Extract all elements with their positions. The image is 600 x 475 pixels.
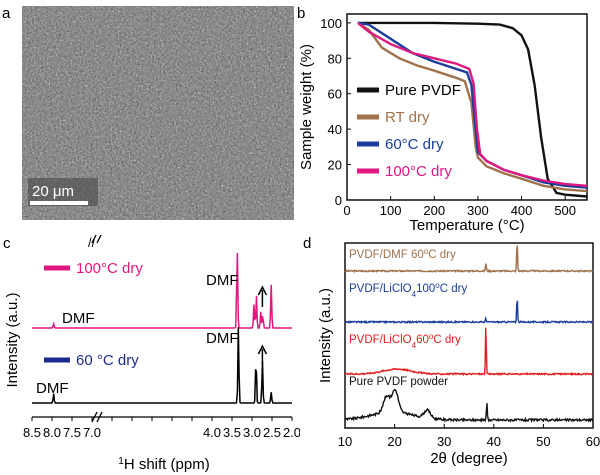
series-line-0 — [357, 21, 588, 198]
x-tick-label: 50 — [536, 434, 550, 449]
x-tick-label: 3.5 — [223, 425, 241, 440]
x-tick-label: 4.0 — [203, 425, 221, 440]
arrow-head — [257, 344, 268, 355]
series-label-1: PVDF/LiClO4100oC dry — [349, 281, 467, 299]
axis-break-mark: // — [88, 235, 96, 250]
x-tick-label: 400 — [511, 203, 533, 218]
x-tick-label: 2.0 — [283, 425, 300, 440]
plot-frame — [346, 13, 588, 201]
panel-a: a 20 μm — [0, 0, 295, 225]
panel-letter-d: d — [303, 235, 311, 252]
series-label-3: Pure PVDF powder — [349, 376, 448, 388]
legend-label-0: 100°C dry — [76, 260, 143, 277]
scale-bar-label: 20 μm — [32, 183, 74, 200]
y-tick-label: 40 — [328, 122, 342, 137]
y-tick-label: 60 — [328, 87, 342, 102]
nmr-chart: c Intensity (a.u.) 1H shift (ppm) 8.5 8.0… — [3, 235, 300, 474]
x-axis-label: Temperature (°C) — [409, 217, 524, 234]
x-tick-label: 200 — [423, 203, 445, 218]
xrd-line-3 — [344, 388, 594, 424]
dmf-label: DMF — [36, 380, 69, 397]
y-axis-label: Sample weight (%) — [298, 44, 315, 170]
axis-break-mark — [96, 235, 102, 244]
x-tick-label: 7.0 — [83, 425, 101, 440]
x-tick-label: 20 — [387, 434, 401, 449]
series-line-3 — [357, 21, 588, 187]
x-tick-label: 500 — [554, 203, 576, 218]
legend-label-3: 100°C dry — [385, 163, 452, 180]
axis-break-mark — [91, 235, 97, 244]
x-tick-label: 40 — [487, 434, 501, 449]
xrd-chart: d Intensity (a.u.) 2θ (degree) 10 20 30 40 5… — [303, 235, 600, 467]
x-tick-label: 30 — [437, 434, 451, 449]
series-label-2: PVDF/LiClO460oC dry — [349, 332, 461, 350]
x-axis-label: 1H shift (ppm) — [118, 456, 209, 474]
arrow-head — [257, 285, 268, 296]
series-label-0: PVDF/DMF 60oC dry — [349, 247, 456, 262]
xrd-line-0 — [344, 245, 594, 274]
x-tick-label: 8.0 — [43, 425, 61, 440]
y-tick-label: 80 — [328, 51, 342, 66]
x-tick-label: 10 — [338, 434, 352, 449]
panel-letter-a: a — [2, 5, 11, 22]
panel-c: c Intensity (a.u.) 1H shift (ppm) 8.5 8.0… — [0, 235, 300, 475]
x-tick-label: 3.0 — [243, 425, 261, 440]
x-tick-label: 300 — [467, 203, 489, 218]
y-tick-label: 100 — [320, 16, 342, 31]
x-tick-label: 0 — [343, 203, 350, 218]
y-axis-label: Intensity (a.u.) — [317, 288, 334, 383]
x-tick-label: 60 — [586, 434, 600, 449]
panel-letter-b: b — [297, 5, 305, 22]
x-tick-label: 8.5 — [23, 425, 41, 440]
x-tick-label: 100 — [380, 203, 402, 218]
legend-label-1: 60 °C dry — [76, 352, 139, 369]
xrd-line-1 — [345, 300, 594, 325]
x-tick-label: 7.5 — [63, 425, 81, 440]
series-line-1 — [357, 21, 588, 193]
x-axis-label: 2θ (degree) — [430, 450, 508, 467]
plot-frame — [344, 242, 594, 429]
dmf-label: DMF — [62, 310, 95, 327]
panel-d: d Intensity (a.u.) 2θ (degree) 10 20 30 40 5… — [300, 235, 600, 475]
dmf-label: DMF — [206, 330, 239, 347]
spectrum-line-1 — [32, 327, 292, 404]
legend-label-1: RT dry — [385, 109, 430, 126]
y-tick-label: 20 — [328, 158, 342, 173]
y-axis-label: Intensity (a.u.) — [4, 292, 21, 387]
panel-b: b Sample weight (%) Temperature (°C) 0 10… — [295, 0, 600, 235]
legend-label-0: Pure PVDF — [385, 82, 461, 99]
sem-micrograph: a 20 μm — [2, 5, 294, 220]
spectrum-line-0 — [32, 252, 292, 329]
axis-break-mark — [96, 411, 103, 423]
legend-label-2: 60°C dry — [385, 136, 444, 153]
y-tick-label: 0 — [335, 193, 342, 208]
x-tick-label: 2.5 — [263, 425, 281, 440]
panel-letter-c: c — [3, 235, 11, 252]
tga-chart: b Sample weight (%) Temperature (°C) 0 10… — [297, 5, 588, 234]
scale-bar — [30, 201, 88, 205]
axis-break-mark — [91, 411, 98, 423]
xrd-line-2 — [344, 327, 594, 377]
dmf-label: DMF — [206, 272, 239, 289]
